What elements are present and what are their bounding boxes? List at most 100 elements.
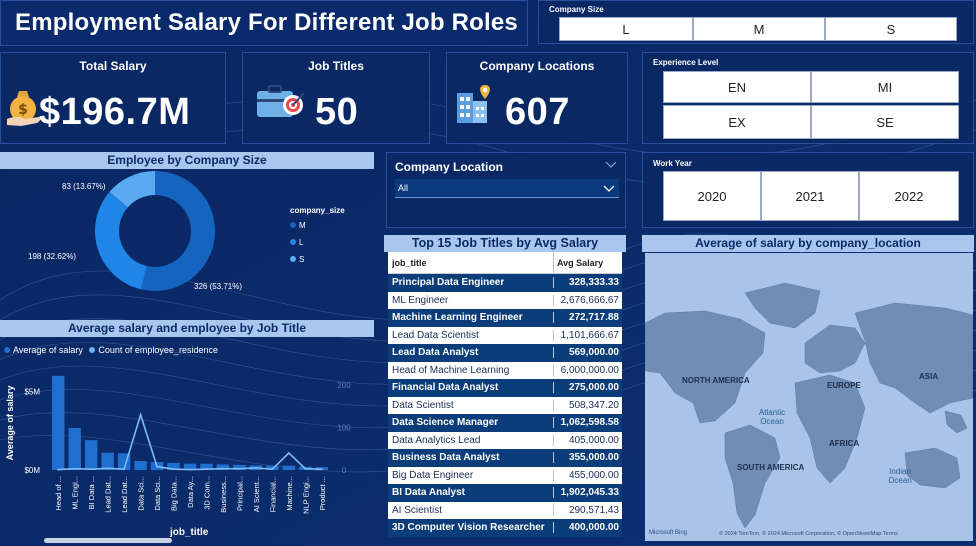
building-location-icon	[457, 85, 490, 123]
table-row[interactable]: Business Data Analyst 355,000.00	[388, 449, 622, 467]
y2-tick-label: 0	[342, 466, 347, 475]
salary-bar[interactable]	[68, 427, 81, 470]
legend-item-avg-salary[interactable]: Average of salary	[13, 345, 83, 355]
salary-bar[interactable]	[200, 463, 213, 470]
experience-level-slicer: Experience Level EN MI EX SE	[642, 52, 974, 144]
table-cell-avg-salary: 400,000.00	[553, 522, 622, 534]
table-cell-avg-salary: 272,717.88	[553, 312, 622, 324]
kpi-job-titles-title: Job Titles	[308, 59, 364, 73]
company-size-option-l[interactable]: L	[559, 17, 693, 41]
company-location-value: All	[398, 183, 409, 193]
map-title: Average of salary by company_location	[642, 235, 974, 252]
table-row[interactable]: ML Engineer 2,676,666.67	[388, 291, 622, 309]
combo-scrollbar[interactable]	[44, 538, 172, 543]
page-title: Employment Salary For Different Job Role…	[0, 0, 528, 46]
table-row[interactable]: AI Scientist 290,571.43	[388, 501, 622, 519]
legend-dot-icon	[290, 239, 296, 245]
company-size-option-s[interactable]: S	[825, 17, 957, 41]
table-cell-job-title: Principal Data Engineer	[392, 277, 505, 289]
salary-bar[interactable]	[216, 464, 230, 470]
table-header-job-title[interactable]: job_title	[392, 257, 427, 268]
salary-bar[interactable]	[282, 465, 296, 470]
salary-bar[interactable]	[84, 440, 98, 470]
table-cell-avg-salary: 328,333.33	[553, 277, 622, 289]
experience-option-se[interactable]: SE	[811, 105, 959, 139]
employee-count-point	[271, 468, 274, 471]
table-cell-job-title: Data Science Manager	[392, 417, 499, 429]
map-label-atlantic: Atlantic Ocean	[758, 408, 786, 426]
work-year-option-2022[interactable]: 2022	[859, 171, 959, 221]
table-row[interactable]: Big Data Engineer 455,000.00	[388, 466, 622, 484]
experience-option-mi[interactable]: MI	[811, 71, 959, 103]
work-year-slicer: Work Year 2020 2021 2022	[642, 152, 974, 228]
table-row[interactable]: Financial Data Analyst 275,000.00	[388, 379, 622, 397]
donut-legend-item-s[interactable]: S	[290, 255, 345, 264]
company-location-dropdown[interactable]: All	[395, 179, 619, 198]
employee-count-point	[123, 468, 126, 471]
map-attribution[interactable]: © 2024 TomTom, © 2024 Microsoft Corporat…	[719, 531, 898, 537]
legend-item-count-residence[interactable]: Count of employee_residence	[98, 345, 218, 355]
world-map-shapes	[645, 282, 973, 529]
kpi-company-locations-value: 607	[505, 91, 570, 133]
employee-count-point	[57, 468, 60, 471]
table-title: Top 15 Job Titles by Avg Salary	[384, 235, 626, 252]
table-row[interactable]: 3D Computer Vision Researcher 400,000.00	[388, 519, 622, 537]
chevron-down-icon	[603, 185, 615, 192]
legend-dot-icon	[89, 347, 96, 353]
combo-chart-title: Average salary and employee by Job Title	[0, 320, 374, 337]
table-row[interactable]: Data Science Manager 1,062,598.58	[388, 414, 622, 432]
world-map[interactable]: NORTH AMERICA EUROPE ASIA AFRICA SOUTH A…	[645, 253, 973, 541]
map-label-indian: Indian Ocean	[888, 467, 912, 485]
experience-option-ex[interactable]: EX	[663, 105, 811, 139]
salary-bar[interactable]	[266, 465, 279, 470]
employee-count-point	[139, 413, 142, 416]
table-cell-job-title: Business Data Analyst	[392, 452, 500, 464]
salary-bar[interactable]	[52, 375, 65, 470]
x-tick-label: Financial...	[268, 476, 277, 512]
experience-level-slicer-title: Experience Level	[653, 58, 719, 67]
experience-option-en[interactable]: EN	[663, 71, 811, 103]
salary-bar[interactable]	[134, 461, 147, 470]
table-cell-job-title: Machine Learning Engineer	[392, 312, 523, 324]
salary-bar[interactable]	[167, 462, 180, 470]
kpi-total-salary-value: $196.7M	[39, 91, 191, 133]
table-row[interactable]: Data Analytics Lead 405,000.00	[388, 431, 622, 449]
table-cell-avg-salary: 275,000.00	[553, 382, 622, 394]
kpi-job-titles: Job Titles 50	[242, 52, 430, 144]
y2-tick-label: 200	[337, 381, 351, 390]
table-header: job_title Avg Salary	[388, 252, 622, 274]
donut-legend-item-l[interactable]: L	[290, 238, 345, 247]
x-tick-label: BI Data ...	[87, 476, 96, 509]
table-row[interactable]: Lead Data Analyst 569,000.00	[388, 344, 622, 362]
employee-count-point	[90, 468, 93, 471]
table-cell-avg-salary: 1,902,045.33	[553, 487, 622, 499]
chevron-down-icon[interactable]	[605, 161, 617, 169]
employee-count-line[interactable]	[58, 412, 322, 471]
company-location-slicer: Company Location All	[386, 152, 626, 228]
employee-count-point	[205, 468, 208, 471]
work-year-option-2021[interactable]: 2021	[761, 171, 859, 221]
donut-slice-s[interactable]	[109, 171, 155, 208]
table-row[interactable]: Lead Data Scientist 1,101,666.67	[388, 326, 622, 344]
work-year-option-2020[interactable]: 2020	[663, 171, 761, 221]
table-cell-avg-salary: 6,000,000.00	[553, 364, 622, 376]
salary-bar[interactable]	[183, 463, 197, 470]
table-cell-job-title: ML Engineer	[392, 294, 449, 306]
company-size-option-m[interactable]: M	[693, 17, 825, 41]
table-header-avg-salary[interactable]: Avg Salary	[553, 252, 622, 273]
table-row[interactable]: BI Data Analyst 1,902,045.33	[388, 484, 622, 502]
table-row[interactable]: Head of Machine Learning 6,000,000.00	[388, 361, 622, 379]
donut-slice-m[interactable]	[141, 171, 215, 291]
employee-count-point	[238, 467, 241, 470]
map-label-africa: AFRICA	[829, 439, 860, 448]
donut-slice-l[interactable]	[94, 191, 147, 290]
combo-chart: $5M $0M 200 100 0 Head of ... ML Engi... BI Dat…	[24, 375, 351, 514]
table-row[interactable]: Principal Data Engineer 328,333.33	[388, 274, 622, 292]
donut-legend-item-m[interactable]: M	[290, 221, 345, 230]
employee-count-point	[106, 467, 109, 470]
kpi-job-titles-value: 50	[315, 91, 359, 133]
table-row[interactable]: Machine Learning Engineer 272,717.88	[388, 309, 622, 327]
table-row[interactable]: Data Scientist 508,347.20	[388, 396, 622, 414]
salary-bar[interactable]	[101, 452, 114, 470]
salary-bar[interactable]	[233, 464, 246, 470]
